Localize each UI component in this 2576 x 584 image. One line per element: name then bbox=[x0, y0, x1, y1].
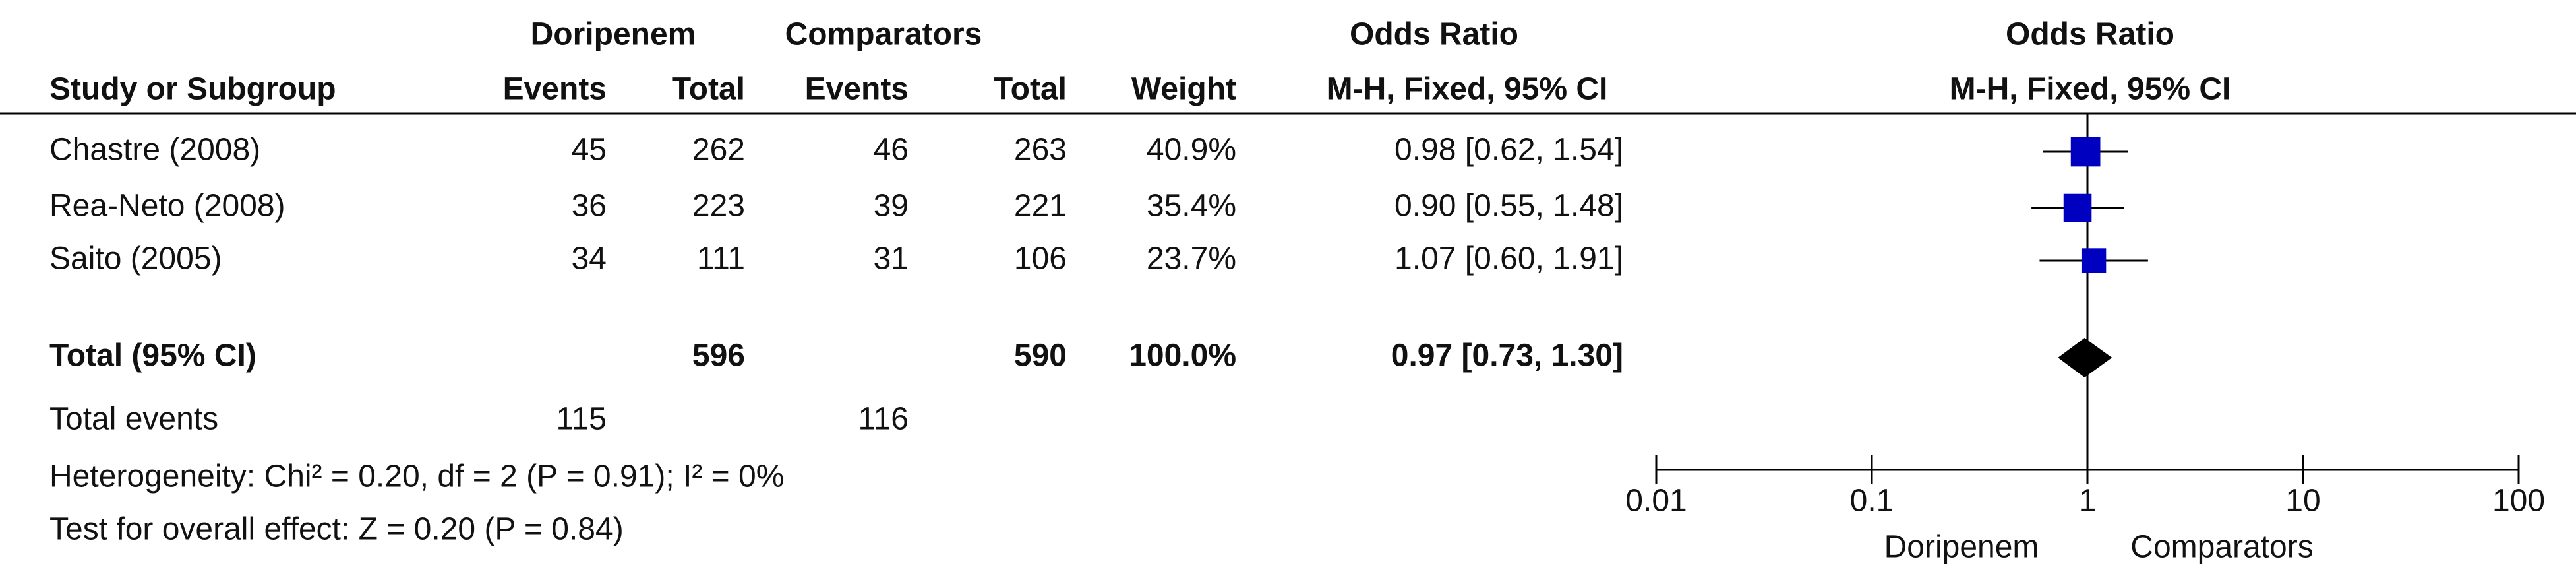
table-cell: 46 bbox=[874, 133, 909, 168]
table-cell: Saito (2005) bbox=[49, 242, 222, 276]
column-header: Total bbox=[672, 72, 745, 107]
column-header: Events bbox=[805, 72, 909, 107]
favours-right: Comparators bbox=[2130, 530, 2313, 565]
x-tick-label: 0.1 bbox=[1850, 484, 1894, 519]
favours-left: Doripenem bbox=[1884, 530, 2039, 565]
group-header: Comparators bbox=[785, 17, 982, 52]
x-tick-label: 10 bbox=[2285, 484, 2320, 519]
table-cell: 0.90 [0.55, 1.48] bbox=[1394, 189, 1623, 224]
group-header: Doripenem bbox=[531, 17, 696, 52]
column-header: Weight bbox=[1131, 72, 1236, 107]
table-cell: 111 bbox=[697, 242, 745, 276]
table-cell: 36 bbox=[572, 189, 607, 224]
study-marker bbox=[2081, 248, 2107, 273]
column-header: Study or Subgroup bbox=[49, 72, 336, 107]
column-header: Events bbox=[503, 72, 607, 107]
table-cell: 262 bbox=[692, 133, 745, 168]
study-marker bbox=[2070, 137, 2101, 167]
overall-effect: Test for overall effect: Z = 0.20 (P = 0… bbox=[49, 512, 624, 547]
events-cell: 116 bbox=[858, 402, 909, 437]
total-cell: 596 bbox=[692, 339, 745, 373]
heterogeneity: Heterogeneity: Chi² = 0.20, df = 2 (P = … bbox=[49, 459, 784, 494]
table-cell: Rea-Neto (2008) bbox=[49, 189, 285, 224]
plot-header: Odds Ratio bbox=[2006, 17, 2174, 52]
table-cell: 40.9% bbox=[1147, 133, 1236, 168]
total-cell: 0.97 [0.73, 1.30] bbox=[1391, 339, 1623, 373]
total-cell: Total (95% CI) bbox=[49, 339, 256, 373]
events-cell: 115 bbox=[556, 402, 607, 437]
table-cell: Chastre (2008) bbox=[49, 133, 260, 168]
table-cell: 223 bbox=[692, 189, 745, 224]
plot-subheader: M-H, Fixed, 95% CI bbox=[1950, 72, 2231, 107]
table-cell: 1.07 [0.60, 1.91] bbox=[1394, 242, 1623, 276]
or-header: Odds Ratio bbox=[1350, 17, 1518, 52]
table-cell: 221 bbox=[1014, 189, 1067, 224]
column-header: M-H, Fixed, 95% CI bbox=[1327, 72, 1608, 107]
table-cell: 23.7% bbox=[1147, 242, 1236, 276]
table-cell: 0.98 [0.62, 1.54] bbox=[1394, 133, 1623, 168]
table-cell: 263 bbox=[1014, 133, 1067, 168]
table-cell: 39 bbox=[874, 189, 909, 224]
table-cell: 34 bbox=[572, 242, 607, 276]
study-marker bbox=[2063, 193, 2092, 222]
table-cell: 106 bbox=[1014, 242, 1067, 276]
total-diamond bbox=[2058, 338, 2112, 377]
x-tick-label: 0.01 bbox=[1625, 484, 1687, 519]
total-cell: 100.0% bbox=[1129, 339, 1236, 373]
x-tick-label: 1 bbox=[2079, 484, 2097, 519]
column-header: Total bbox=[994, 72, 1067, 107]
events-cell: Total events bbox=[49, 402, 218, 437]
table-cell: 35.4% bbox=[1147, 189, 1236, 224]
table-cell: 31 bbox=[874, 242, 909, 276]
total-cell: 590 bbox=[1014, 339, 1067, 373]
table-cell: 45 bbox=[572, 133, 607, 168]
x-tick-label: 100 bbox=[2492, 484, 2545, 519]
